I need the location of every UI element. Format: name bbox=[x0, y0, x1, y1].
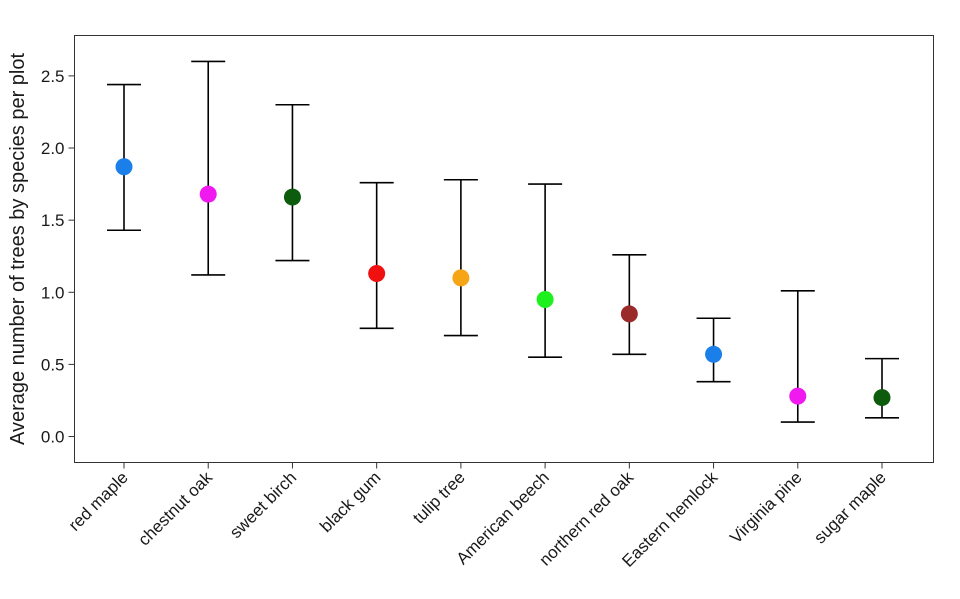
x-tick-label: sweet birch bbox=[226, 468, 300, 542]
data-point bbox=[283, 188, 301, 206]
data-point bbox=[368, 265, 386, 283]
series-point-group bbox=[696, 317, 731, 383]
series-point-group bbox=[528, 183, 563, 358]
x-tick-label: Virginia pine bbox=[726, 468, 805, 547]
series-point-group bbox=[780, 290, 815, 423]
x-tick-label: tulip tree bbox=[409, 468, 469, 528]
data-point bbox=[620, 305, 638, 323]
y-tick-label: 0.5 bbox=[41, 355, 65, 374]
x-tick-label: chestnut oak bbox=[134, 468, 216, 550]
y-tick-label: 2.0 bbox=[41, 139, 65, 158]
data-point bbox=[873, 389, 891, 407]
series-point-group bbox=[443, 178, 478, 337]
data-point bbox=[115, 158, 133, 176]
y-tick-label: 1.5 bbox=[41, 211, 65, 230]
series-point-group bbox=[612, 253, 647, 356]
x-tick-label: black gum bbox=[316, 468, 384, 536]
data-point bbox=[199, 185, 217, 203]
data-point bbox=[705, 345, 723, 363]
series-point-group bbox=[359, 181, 394, 330]
data-point bbox=[789, 387, 807, 405]
data-marks bbox=[107, 60, 899, 423]
series-point-group bbox=[191, 60, 226, 276]
series-point-group bbox=[865, 357, 899, 419]
series-point-group bbox=[107, 83, 141, 232]
x-axis: red maple chestnut oak sweet birch black gu… bbox=[65, 462, 890, 571]
y-axis: 0.0 0.5 1.0 1.5 2.0 2.5 bbox=[41, 67, 75, 447]
x-tick-label: red maple bbox=[65, 468, 132, 535]
plot-panel bbox=[74, 35, 934, 463]
y-axis-title: Average number of trees by species per p… bbox=[7, 53, 29, 446]
y-tick-label: 2.5 bbox=[41, 67, 65, 86]
x-tick-label: sugar maple bbox=[810, 468, 890, 548]
y-tick-label: 0.0 bbox=[41, 428, 65, 447]
y-tick-label: 1.0 bbox=[41, 283, 65, 302]
data-point bbox=[536, 290, 554, 308]
data-point bbox=[452, 269, 470, 287]
series-point-group bbox=[275, 103, 310, 262]
